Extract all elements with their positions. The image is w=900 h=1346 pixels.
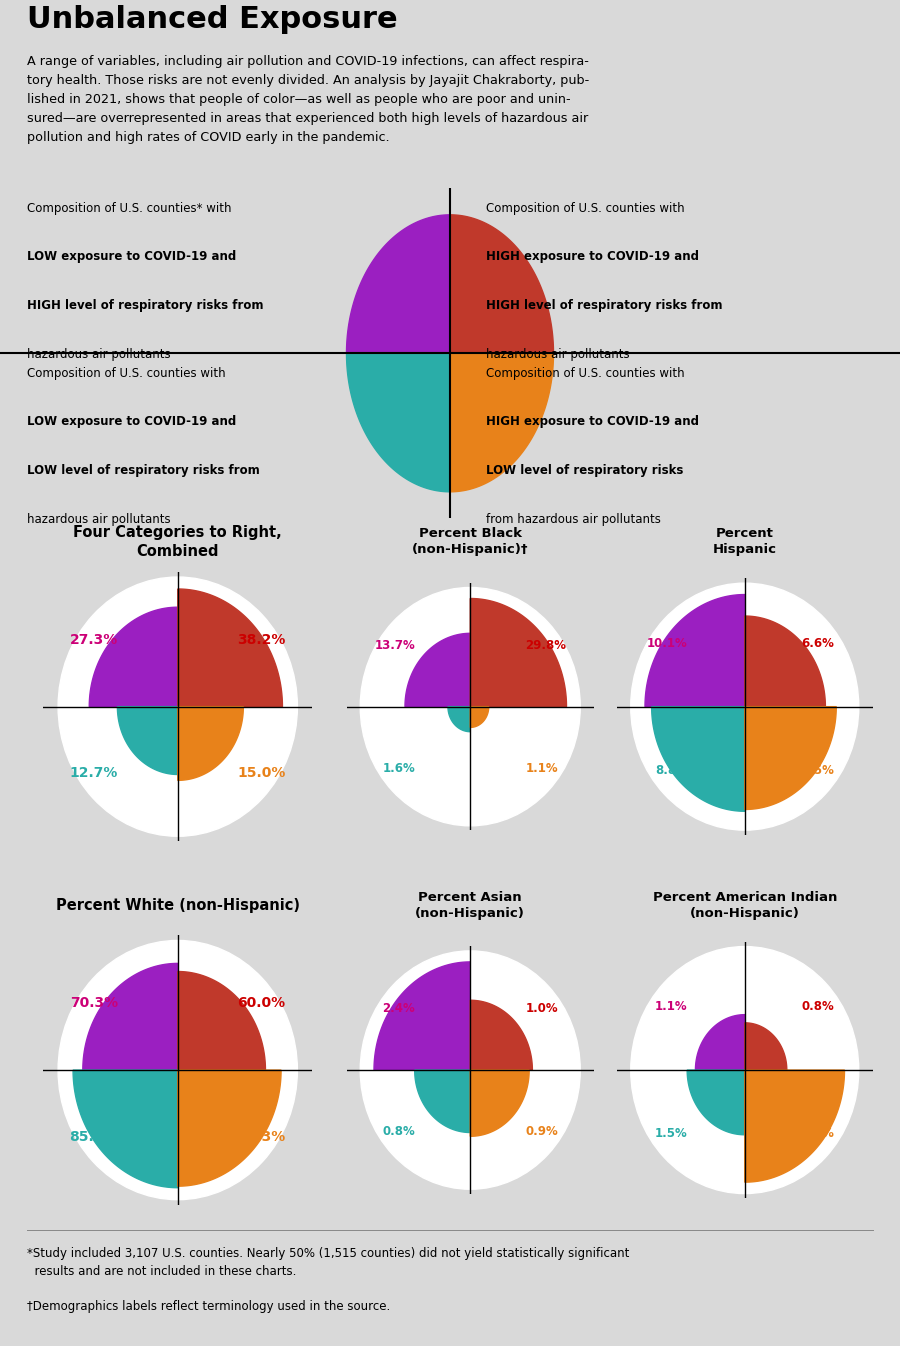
Text: Percent
Hispanic: Percent Hispanic (713, 528, 777, 556)
Polygon shape (89, 607, 178, 707)
Text: 83.3%: 83.3% (238, 1129, 286, 1144)
Text: HIGH level of respiratory risks from: HIGH level of respiratory risks from (486, 299, 723, 312)
Polygon shape (652, 707, 745, 812)
Text: Composition of U.S. counties with: Composition of U.S. counties with (27, 366, 226, 380)
Text: 60.0%: 60.0% (238, 996, 285, 1011)
Polygon shape (448, 707, 470, 732)
Text: 27.3%: 27.3% (69, 633, 118, 647)
Text: 1.6%: 1.6% (382, 762, 415, 775)
Text: Composition of U.S. counties with: Composition of U.S. counties with (486, 202, 685, 214)
Polygon shape (450, 354, 554, 491)
Polygon shape (178, 1070, 281, 1186)
Polygon shape (405, 634, 470, 707)
Polygon shape (688, 1070, 745, 1135)
Text: 15.0%: 15.0% (238, 766, 286, 781)
Text: LOW exposure to COVID-19 and: LOW exposure to COVID-19 and (27, 250, 236, 264)
Polygon shape (745, 616, 825, 707)
Polygon shape (73, 1070, 178, 1187)
Ellipse shape (631, 946, 859, 1194)
Text: 12.7%: 12.7% (69, 766, 118, 781)
Polygon shape (83, 964, 178, 1070)
Ellipse shape (58, 941, 297, 1199)
Text: 85.5%: 85.5% (69, 1129, 118, 1144)
Text: Percent Black
(non-Hispanic)†: Percent Black (non-Hispanic)† (412, 528, 528, 556)
Polygon shape (178, 707, 243, 781)
Text: 13.7%: 13.7% (374, 638, 415, 651)
Text: 6.6%: 6.6% (802, 637, 834, 650)
Text: 70.3%: 70.3% (70, 996, 118, 1011)
Polygon shape (346, 215, 450, 354)
Text: HIGH level of respiratory risks from: HIGH level of respiratory risks from (27, 299, 264, 312)
Text: hazardous air pollutants: hazardous air pollutants (27, 349, 171, 361)
Text: Composition of U.S. counties* with: Composition of U.S. counties* with (27, 202, 231, 214)
Ellipse shape (58, 577, 297, 836)
Polygon shape (374, 962, 470, 1070)
Polygon shape (745, 1070, 844, 1182)
Polygon shape (696, 1015, 745, 1070)
Text: 0.9%: 0.9% (526, 1125, 558, 1139)
Text: 0.8%: 0.8% (802, 1000, 834, 1014)
Text: from hazardous air pollutants: from hazardous air pollutants (486, 513, 661, 526)
Text: 8.8%: 8.8% (655, 763, 688, 777)
Text: 29.8%: 29.8% (526, 638, 566, 651)
Text: 1.5%: 1.5% (655, 1127, 688, 1140)
Polygon shape (178, 590, 283, 707)
Ellipse shape (631, 583, 859, 830)
Text: 1.1%: 1.1% (655, 1000, 688, 1014)
Text: 4.5%: 4.5% (802, 1127, 834, 1140)
Text: hazardous air pollutants: hazardous air pollutants (486, 349, 630, 361)
Text: 2.4%: 2.4% (382, 1001, 415, 1015)
Polygon shape (470, 599, 566, 707)
Text: HIGH exposure to COVID-19 and: HIGH exposure to COVID-19 and (486, 416, 699, 428)
Text: HIGH exposure to COVID-19 and: HIGH exposure to COVID-19 and (486, 250, 699, 264)
Text: 1.0%: 1.0% (526, 1001, 558, 1015)
Polygon shape (346, 354, 450, 491)
Text: Percent Asian
(non-Hispanic): Percent Asian (non-Hispanic) (415, 891, 526, 919)
Polygon shape (450, 215, 554, 354)
Ellipse shape (360, 587, 580, 826)
Text: LOW exposure to COVID-19 and: LOW exposure to COVID-19 and (27, 416, 236, 428)
Polygon shape (117, 707, 178, 774)
Text: Composition of U.S. counties with: Composition of U.S. counties with (486, 366, 685, 380)
Text: Percent American Indian
(non-Hispanic): Percent American Indian (non-Hispanic) (652, 891, 837, 919)
Text: 0.8%: 0.8% (382, 1125, 415, 1139)
Text: Four Categories to Right,
Combined: Four Categories to Right, Combined (74, 525, 282, 559)
Polygon shape (470, 1070, 529, 1136)
Polygon shape (745, 1023, 787, 1070)
Text: *Study included 3,107 U.S. counties. Nearly 50% (1,515 counties) did not yield s: *Study included 3,107 U.S. counties. Nea… (27, 1246, 629, 1277)
Polygon shape (178, 972, 266, 1070)
Polygon shape (470, 707, 489, 727)
Text: 38.2%: 38.2% (238, 633, 286, 647)
Text: Percent White (non-Hispanic): Percent White (non-Hispanic) (56, 898, 300, 913)
Polygon shape (470, 1000, 533, 1070)
Text: Unbalanced Exposure: Unbalanced Exposure (27, 5, 398, 35)
Polygon shape (645, 595, 745, 707)
Text: 1.1%: 1.1% (526, 762, 558, 775)
Text: †Demographics labels reflect terminology used in the source.: †Demographics labels reflect terminology… (27, 1300, 391, 1312)
Text: LOW level of respiratory risks from: LOW level of respiratory risks from (27, 464, 260, 476)
Text: LOW level of respiratory risks: LOW level of respiratory risks (486, 464, 683, 476)
Text: 8.5%: 8.5% (802, 763, 834, 777)
Text: 10.1%: 10.1% (647, 637, 688, 650)
Polygon shape (745, 707, 836, 809)
Text: hazardous air pollutants: hazardous air pollutants (27, 513, 171, 526)
Ellipse shape (360, 950, 580, 1190)
Text: A range of variables, including air pollution and COVID-19 infections, can affec: A range of variables, including air poll… (27, 54, 590, 144)
Polygon shape (415, 1070, 470, 1132)
